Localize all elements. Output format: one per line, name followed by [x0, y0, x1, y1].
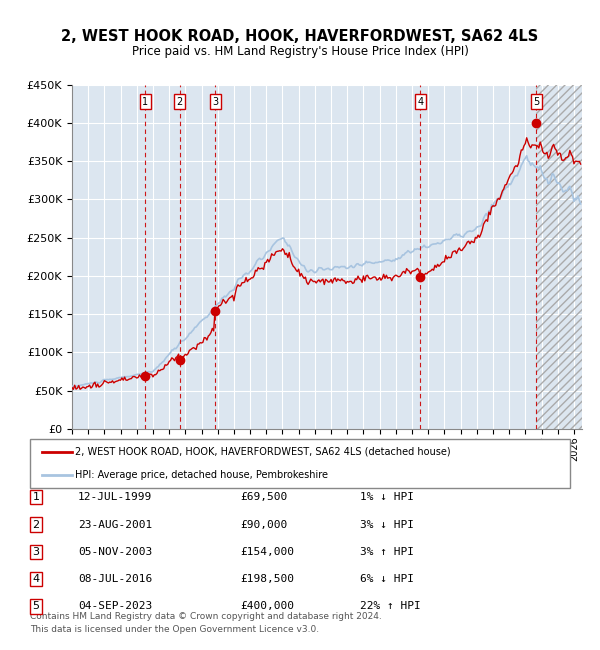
Text: 5: 5 [533, 97, 539, 107]
Text: £198,500: £198,500 [240, 574, 294, 584]
Text: 6% ↓ HPI: 6% ↓ HPI [360, 574, 414, 584]
Text: HPI: Average price, detached house, Pembrokeshire: HPI: Average price, detached house, Pemb… [75, 469, 328, 480]
Text: 4: 4 [32, 574, 40, 584]
Text: 1: 1 [32, 492, 40, 502]
Text: 05-NOV-2003: 05-NOV-2003 [78, 547, 152, 557]
Text: 3: 3 [212, 97, 218, 107]
Text: 1: 1 [142, 97, 148, 107]
Text: Contains HM Land Registry data © Crown copyright and database right 2024.
This d: Contains HM Land Registry data © Crown c… [30, 612, 382, 634]
Text: 08-JUL-2016: 08-JUL-2016 [78, 574, 152, 584]
Text: 23-AUG-2001: 23-AUG-2001 [78, 519, 152, 530]
Text: 2, WEST HOOK ROAD, HOOK, HAVERFORDWEST, SA62 4LS (detached house): 2, WEST HOOK ROAD, HOOK, HAVERFORDWEST, … [75, 447, 451, 457]
Text: 4: 4 [418, 97, 424, 107]
Text: 12-JUL-1999: 12-JUL-1999 [78, 492, 152, 502]
Text: £69,500: £69,500 [240, 492, 287, 502]
Bar [536, 84, 582, 429]
Text: 3% ↑ HPI: 3% ↑ HPI [360, 547, 414, 557]
Text: 1% ↓ HPI: 1% ↓ HPI [360, 492, 414, 502]
Text: 22% ↑ HPI: 22% ↑ HPI [360, 601, 421, 612]
Text: £90,000: £90,000 [240, 519, 287, 530]
Text: £154,000: £154,000 [240, 547, 294, 557]
Bar [536, 84, 582, 429]
Text: £400,000: £400,000 [240, 601, 294, 612]
Text: Price paid vs. HM Land Registry's House Price Index (HPI): Price paid vs. HM Land Registry's House … [131, 46, 469, 58]
Text: 2: 2 [176, 97, 182, 107]
Text: 2, WEST HOOK ROAD, HOOK, HAVERFORDWEST, SA62 4LS: 2, WEST HOOK ROAD, HOOK, HAVERFORDWEST, … [61, 29, 539, 44]
Text: 04-SEP-2023: 04-SEP-2023 [78, 601, 152, 612]
Text: 3% ↓ HPI: 3% ↓ HPI [360, 519, 414, 530]
Text: 2: 2 [32, 519, 40, 530]
Text: 3: 3 [32, 547, 40, 557]
Text: 5: 5 [32, 601, 40, 612]
